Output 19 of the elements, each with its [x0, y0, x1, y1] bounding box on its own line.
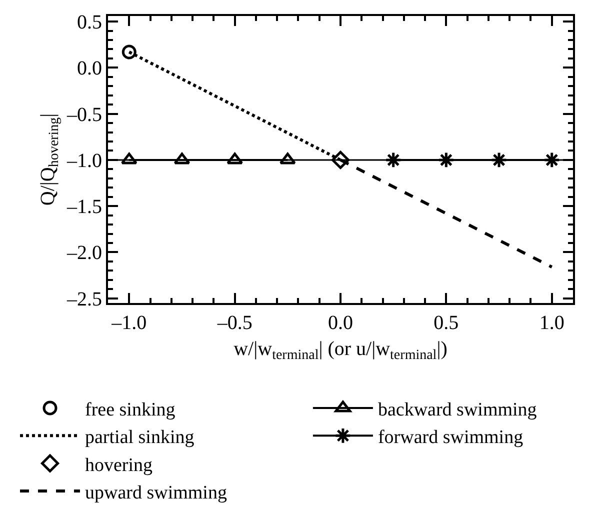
legend-label: upward swimming — [85, 482, 228, 504]
y-tick-label: 0.0 — [77, 58, 102, 80]
x-tick-label: 0.0 — [328, 312, 353, 334]
x-tick-label: –1.0 — [110, 312, 147, 334]
legend-label: hovering — [85, 454, 154, 476]
y-tick-label: –2.5 — [66, 288, 102, 310]
x-axis-title: w/|w$_{terminal}$| (or u/|w$_{terminal}$|) — [234, 338, 448, 364]
y-tick-label: –1.5 — [66, 196, 102, 218]
x-tick-label: 1.0 — [539, 312, 564, 334]
x-tick-label: 0.5 — [434, 312, 459, 334]
legend-label: free sinking — [85, 399, 176, 420]
legend-label: backward swimming — [378, 399, 538, 420]
y-tick-label: 0.5 — [77, 12, 102, 34]
x-tick-label: –0.5 — [216, 312, 252, 334]
y-tick-label: –2.0 — [66, 242, 102, 264]
legend-label: forward swimming — [378, 427, 524, 448]
y-tick-label: –0.5 — [66, 104, 102, 126]
y-tick-label: –1.0 — [66, 150, 102, 172]
legend-label: partial sinking — [85, 427, 195, 448]
